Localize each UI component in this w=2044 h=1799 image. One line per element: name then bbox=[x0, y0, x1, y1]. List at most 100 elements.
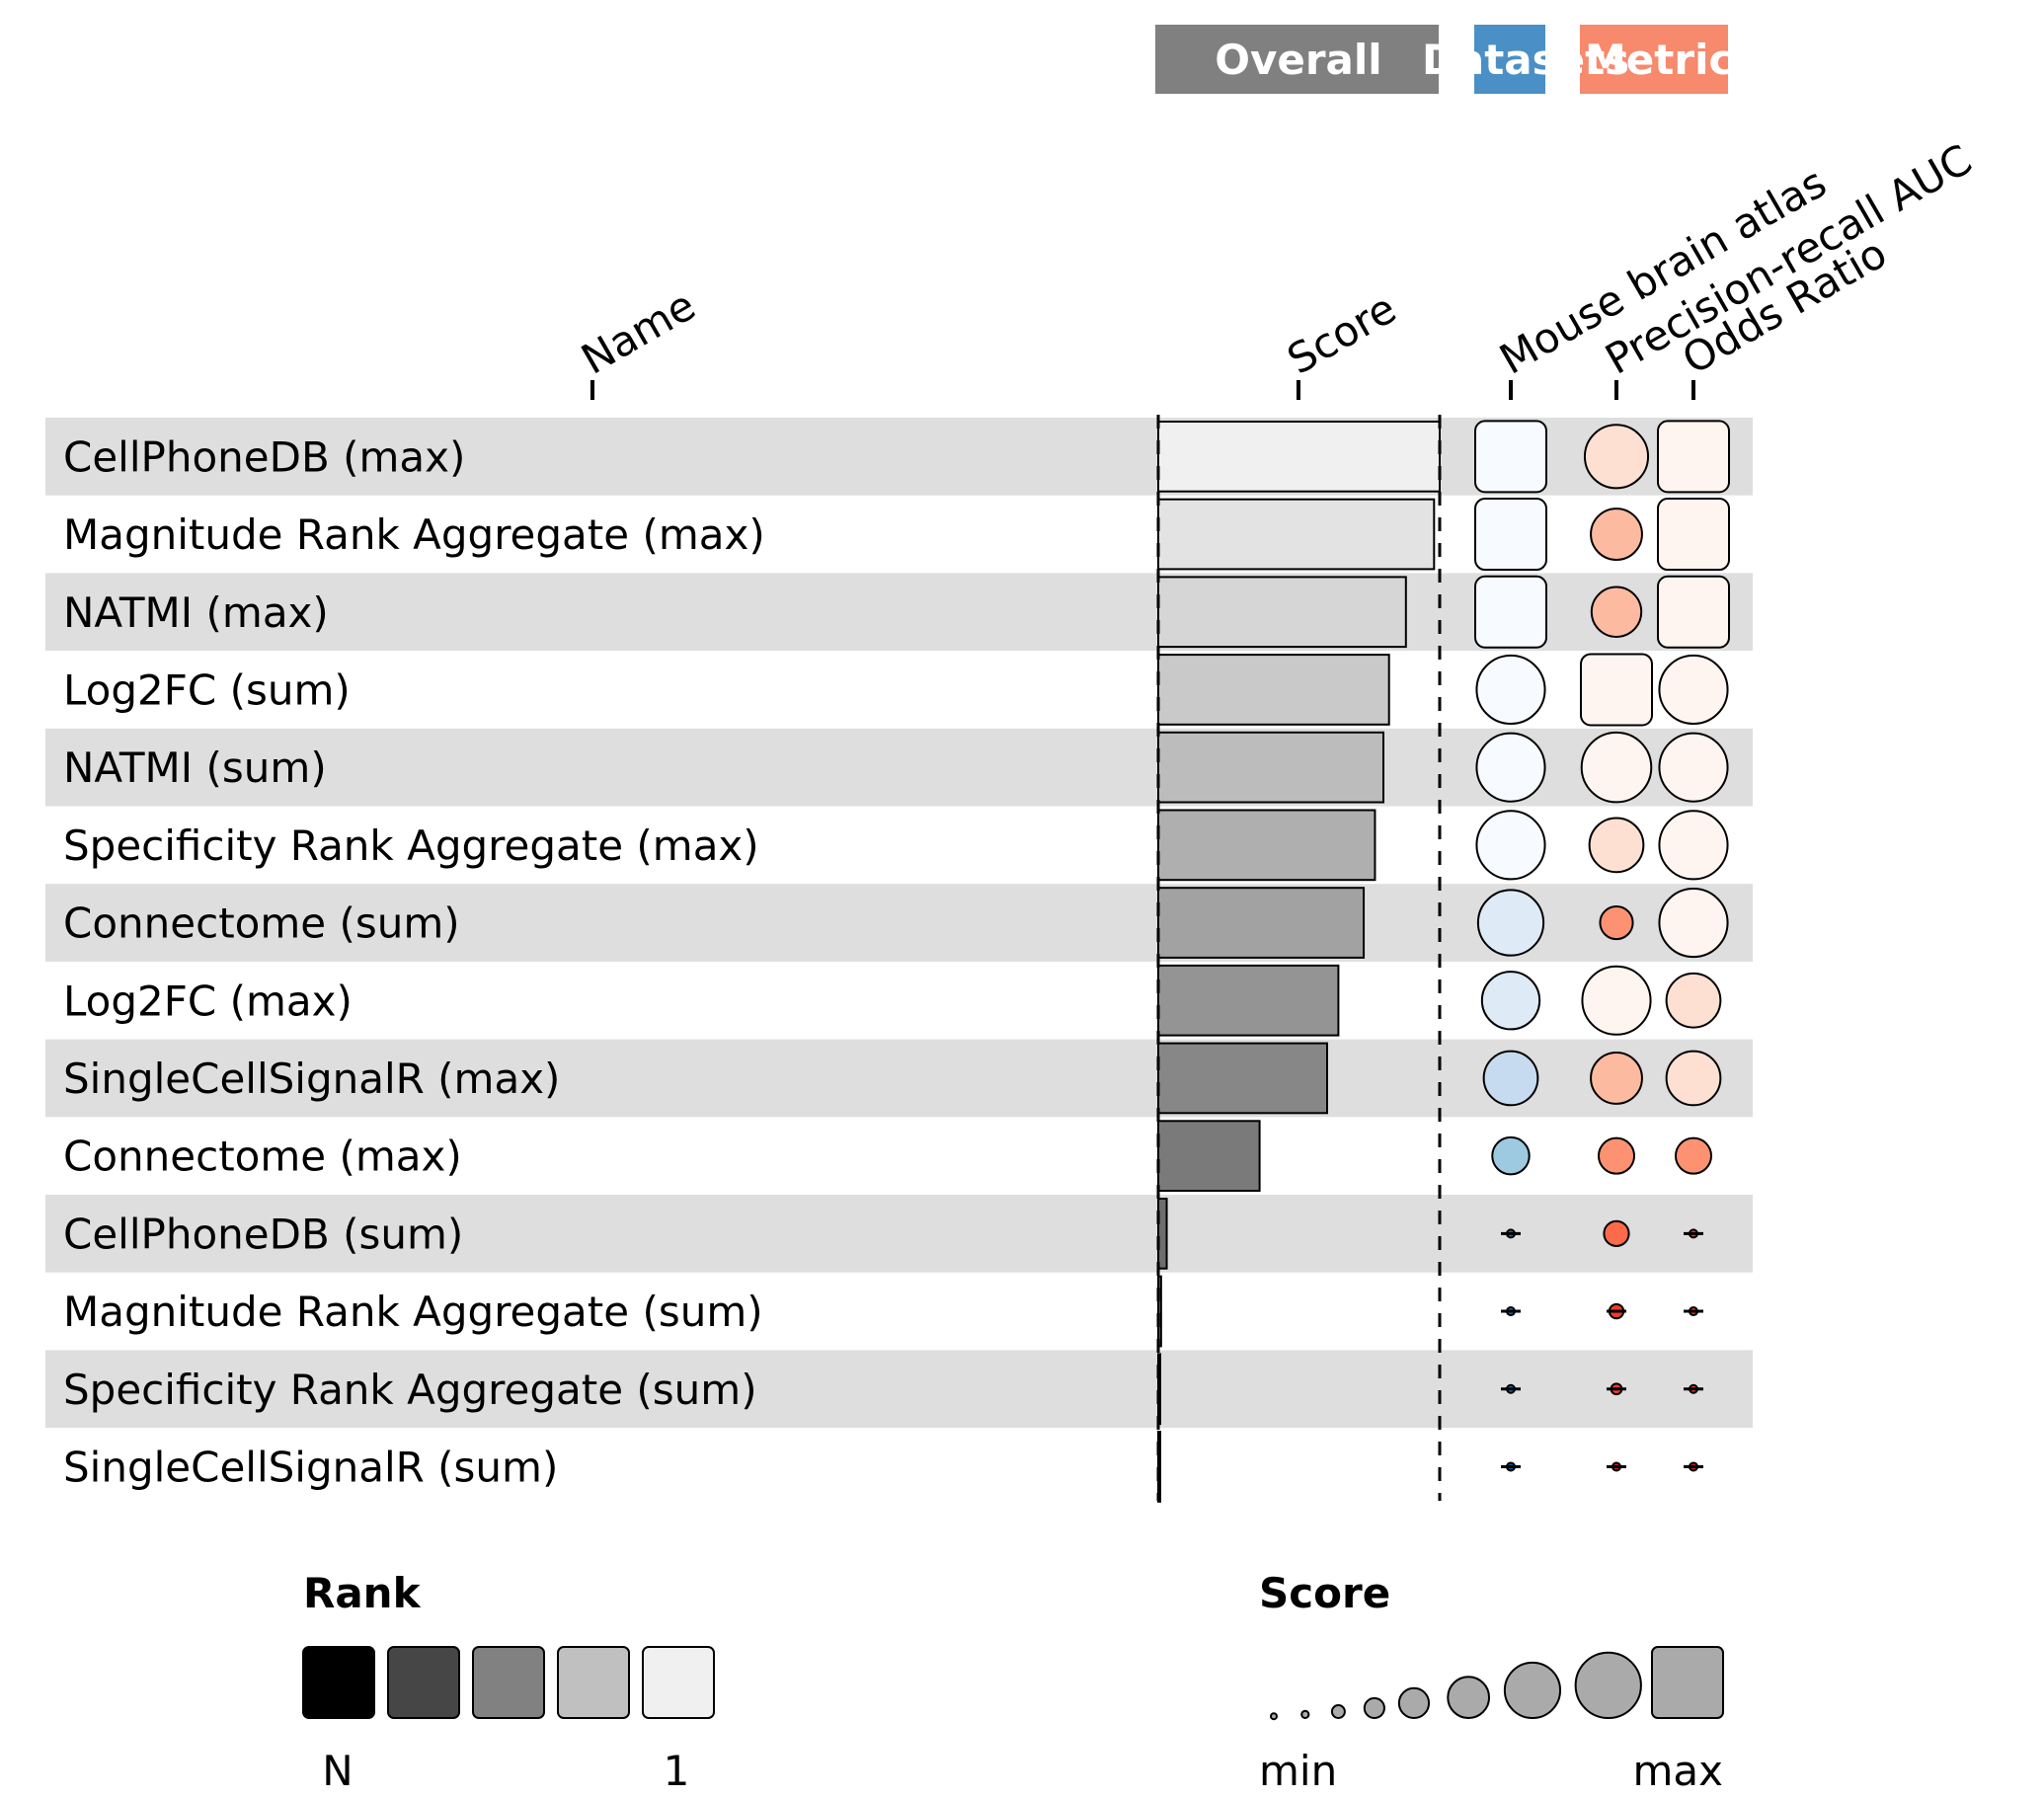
group-header-metric: Metric bbox=[1585, 36, 1733, 84]
odds-ratio-mark bbox=[1658, 654, 1729, 726]
column-header-name: Name bbox=[574, 280, 704, 383]
rank-legend-title: Rank bbox=[303, 1569, 422, 1617]
row-name-label: SingleCellSignalR (sum) bbox=[63, 1443, 558, 1491]
odds-ratio-marks bbox=[1657, 420, 1730, 1472]
score-bar bbox=[1157, 731, 1384, 804]
score-legend-mark bbox=[1300, 1709, 1310, 1720]
row-stripe bbox=[45, 573, 1753, 652]
row-name-label: Magnitude Rank Aggregate (sum) bbox=[63, 1288, 763, 1336]
score-bar bbox=[1157, 809, 1376, 882]
rank-legend-low-label: N bbox=[322, 1747, 353, 1795]
score-legend-mark bbox=[1503, 1661, 1562, 1720]
score-bar bbox=[1157, 1042, 1328, 1115]
group-header-overall: Overall bbox=[1215, 36, 1381, 84]
row-name-label: SingleCellSignalR (max) bbox=[63, 1055, 560, 1103]
column-header-score: Score bbox=[1280, 283, 1404, 383]
odds-ratio-mark bbox=[1675, 1136, 1712, 1175]
score-legend-low-label: min bbox=[1259, 1747, 1337, 1795]
precision-recall-auc-mark bbox=[1599, 904, 1634, 941]
row-stripe bbox=[45, 418, 1753, 496]
row-name-label: CellPhoneDB (max) bbox=[63, 432, 465, 481]
precision-recall-auc-mark bbox=[1603, 1219, 1630, 1247]
score-bar bbox=[1157, 1120, 1261, 1193]
dataset-marks bbox=[1474, 420, 1547, 1472]
rank-legend-high-label: 1 bbox=[664, 1747, 690, 1795]
group-header-datasets: Datasets bbox=[1422, 36, 1629, 84]
score-legend-mark bbox=[1447, 1676, 1491, 1719]
row-name-label: Specificity Rank Aggregate (sum) bbox=[63, 1366, 757, 1414]
mouse-brain-atlas-mark bbox=[1474, 420, 1547, 494]
precision-recall-auc-mark bbox=[1580, 731, 1653, 804]
score-legend-mark bbox=[1397, 1686, 1431, 1720]
group-header-datasets-box bbox=[1474, 25, 1545, 94]
precision-recall-auc-mark bbox=[1590, 508, 1643, 561]
score-legend: Score min max bbox=[1259, 1569, 1724, 1795]
score-legend-mark bbox=[1270, 1712, 1278, 1721]
precision-recall-auc-mark bbox=[1580, 653, 1653, 727]
row-name-label: CellPhoneDB (sum) bbox=[63, 1210, 463, 1258]
mouse-brain-atlas-mark bbox=[1491, 1135, 1531, 1176]
precision-recall-auc-mark bbox=[1588, 817, 1645, 874]
rank-legend-swatch bbox=[557, 1646, 630, 1719]
score-bar bbox=[1157, 654, 1390, 726]
score-bar bbox=[1157, 1275, 1162, 1348]
row-stripes bbox=[45, 418, 1753, 1429]
score-bar bbox=[1157, 576, 1407, 649]
odds-ratio-mark bbox=[1658, 887, 1729, 959]
score-legend-marks bbox=[1270, 1646, 1724, 1721]
score-bar bbox=[1157, 1431, 1161, 1503]
mouse-brain-atlas-mark bbox=[1475, 654, 1546, 726]
odds-ratio-mark bbox=[1657, 498, 1730, 572]
rank-legend-swatch bbox=[387, 1646, 460, 1719]
row-name-label: Connectome (max) bbox=[63, 1133, 462, 1181]
odds-ratio-mark bbox=[1665, 1050, 1722, 1107]
mouse-brain-atlas-mark bbox=[1474, 498, 1547, 572]
row-name-label: Log2FC (sum) bbox=[63, 665, 351, 714]
row-name-label: Magnitude Rank Aggregate (max) bbox=[63, 510, 765, 559]
rank-legend-swatches bbox=[302, 1646, 715, 1719]
row-name-label: Log2FC (max) bbox=[63, 977, 353, 1025]
row-name-label: Specificity Rank Aggregate (max) bbox=[63, 821, 759, 870]
score-bar bbox=[1157, 1198, 1168, 1270]
mouse-brain-atlas-mark bbox=[1474, 575, 1547, 649]
group-header-overall-box bbox=[1155, 25, 1439, 94]
score-legend-title: Score bbox=[1259, 1569, 1390, 1617]
row-stripe bbox=[45, 884, 1753, 962]
rank-legend-swatch bbox=[302, 1646, 375, 1719]
row-names: CellPhoneDB (max) Magnitude Rank Aggregat… bbox=[63, 432, 765, 1491]
mouse-brain-atlas-mark bbox=[1475, 732, 1546, 803]
precision-recall-auc-mark bbox=[1590, 586, 1643, 638]
mouse-brain-atlas-mark bbox=[1475, 810, 1546, 881]
mouse-brain-atlas-mark bbox=[1476, 889, 1545, 957]
score-bar bbox=[1157, 964, 1340, 1037]
row-name-label: Connectome (sum) bbox=[63, 900, 460, 948]
score-legend-mark bbox=[1363, 1696, 1385, 1720]
odds-ratio-mark bbox=[1665, 972, 1722, 1029]
precision-recall-auc-mark bbox=[1581, 965, 1652, 1036]
row-stripe bbox=[45, 1195, 1753, 1273]
rank-legend-swatch bbox=[472, 1646, 545, 1719]
column-headers: Name Score Mouse brain atlas Precision-r… bbox=[574, 135, 1980, 400]
odds-ratio-mark bbox=[1657, 575, 1730, 649]
row-stripe bbox=[45, 728, 1753, 807]
score-legend-mark bbox=[1651, 1646, 1724, 1719]
precision-recall-auc-mark bbox=[1583, 424, 1650, 490]
odds-ratio-mark bbox=[1657, 420, 1730, 494]
score-bar bbox=[1157, 498, 1436, 571]
rank-legend-swatch bbox=[642, 1646, 715, 1719]
mouse-brain-atlas-mark bbox=[1482, 1050, 1539, 1107]
rank-legend: Rank N 1 bbox=[302, 1569, 715, 1795]
score-legend-high-label: max bbox=[1632, 1747, 1723, 1795]
column-group-headers: Overall Datasets Metric bbox=[1155, 25, 1733, 94]
row-name-label: NATMI (max) bbox=[63, 588, 329, 637]
precision-recall-auc-mark bbox=[1590, 1052, 1643, 1105]
precision-recall-auc-mark bbox=[1598, 1136, 1635, 1175]
score-legend-mark bbox=[1330, 1704, 1346, 1720]
odds-ratio-mark bbox=[1658, 732, 1729, 803]
precision-recall-marks bbox=[1580, 424, 1653, 1472]
score-bar bbox=[1157, 887, 1366, 959]
mouse-brain-atlas-mark bbox=[1480, 971, 1541, 1031]
score-legend-mark bbox=[1574, 1651, 1642, 1720]
score-bar bbox=[1157, 421, 1441, 493]
